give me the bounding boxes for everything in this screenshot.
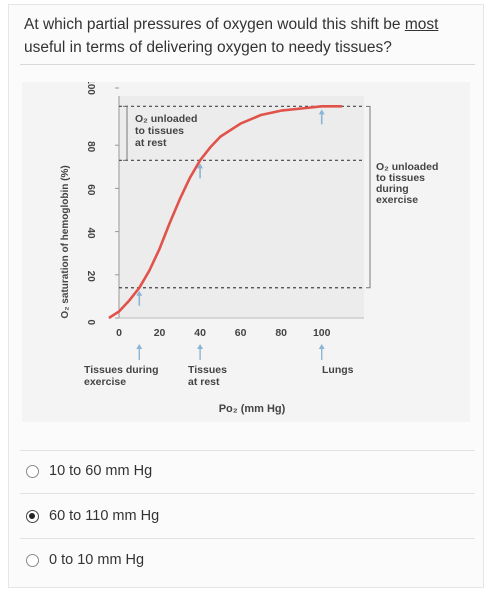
annotation-rest: at rest	[135, 137, 167, 149]
option-divider	[20, 450, 475, 451]
chart-axes	[118, 96, 364, 319]
label-tissues-exercise: Tissues during	[84, 364, 159, 376]
arrow-head	[136, 344, 143, 349]
arrow-head	[197, 344, 204, 349]
annotation-rest: O₂ unloaded	[135, 113, 197, 125]
y-tick-label: 20	[85, 271, 96, 283]
y-tick-label: 80	[85, 141, 96, 153]
x-tick-label: 0	[116, 327, 122, 339]
x-tick-label: 60	[235, 327, 247, 339]
label-lungs: Lungs	[322, 364, 354, 376]
question-part2: useful in terms of delivering oxygen to …	[24, 39, 392, 56]
x-tick-label: 100	[313, 327, 331, 339]
option-2[interactable]: 60 to 110 mm Hg	[26, 508, 159, 524]
label-tissues-exercise: exercise	[84, 376, 126, 388]
option-label: 10 to 60 mm Hg	[49, 463, 153, 479]
annotation-rest: to tissues	[135, 125, 184, 137]
arrow-head	[197, 163, 204, 169]
annotation-exercise: to tissues	[376, 172, 425, 184]
y-tick-label: 100	[85, 82, 96, 95]
option-label: 0 to 10 mm Hg	[49, 552, 145, 568]
annotation-exercise: during	[376, 183, 409, 195]
x-tick-label: 20	[154, 327, 166, 339]
rest-bracket	[123, 105, 128, 161]
annotation-exercise: exercise	[376, 194, 418, 206]
option-divider	[20, 493, 475, 494]
radio-button[interactable]	[26, 553, 39, 567]
radio-button[interactable]	[26, 509, 39, 523]
chart-labels: O₂ saturation of hemoglobin (%) Po₂ (mm H…	[60, 113, 438, 415]
chart-arrows	[136, 109, 325, 360]
y-tick-label: 40	[85, 227, 96, 239]
chart-series-line	[108, 105, 342, 320]
x-tick-label: 40	[194, 327, 206, 339]
dissociation-curve-figure: 100 80 60 40 20 0 0 20 40 60 80 100 O₂ saturation o…	[22, 82, 470, 422]
x-tick-label: 80	[275, 327, 287, 339]
plot-area	[119, 96, 364, 318]
annotation-exercise: O₂ unloaded	[376, 161, 438, 173]
divider	[20, 64, 475, 65]
exercise-bracket	[366, 105, 371, 289]
chart-ticks: 100 80 60 40 20 0 0 20 40 60 80 100	[85, 82, 331, 339]
label-tissues-rest: at rest	[188, 376, 220, 388]
question-emphasis: most	[404, 16, 439, 33]
y-axis-label: O₂ saturation of hemoglobin (%)	[60, 165, 71, 318]
question-part1: At which partial pressures of oxygen wou…	[24, 16, 405, 33]
radio-button[interactable]	[26, 464, 39, 478]
arrow-head	[318, 344, 325, 349]
x-axis-label: Po₂ (mm Hg)	[219, 403, 286, 415]
arrow-head	[136, 290, 143, 296]
option-1[interactable]: 10 to 60 mm Hg	[26, 463, 152, 479]
chart-svg: 100 80 60 40 20 0 0 20 40 60 80 100 O₂ saturation o…	[60, 82, 438, 415]
label-tissues-rest: Tissues	[188, 364, 227, 376]
question-text: At which partial pressures of oxygen wou…	[24, 13, 474, 59]
option-label: 60 to 110 mm Hg	[49, 508, 160, 524]
option-divider	[20, 538, 475, 539]
y-tick-label: 60	[85, 184, 96, 196]
y-tick-label: 0	[85, 319, 96, 325]
arrow-head	[318, 109, 325, 115]
option-3[interactable]: 0 to 10 mm Hg	[26, 552, 144, 568]
